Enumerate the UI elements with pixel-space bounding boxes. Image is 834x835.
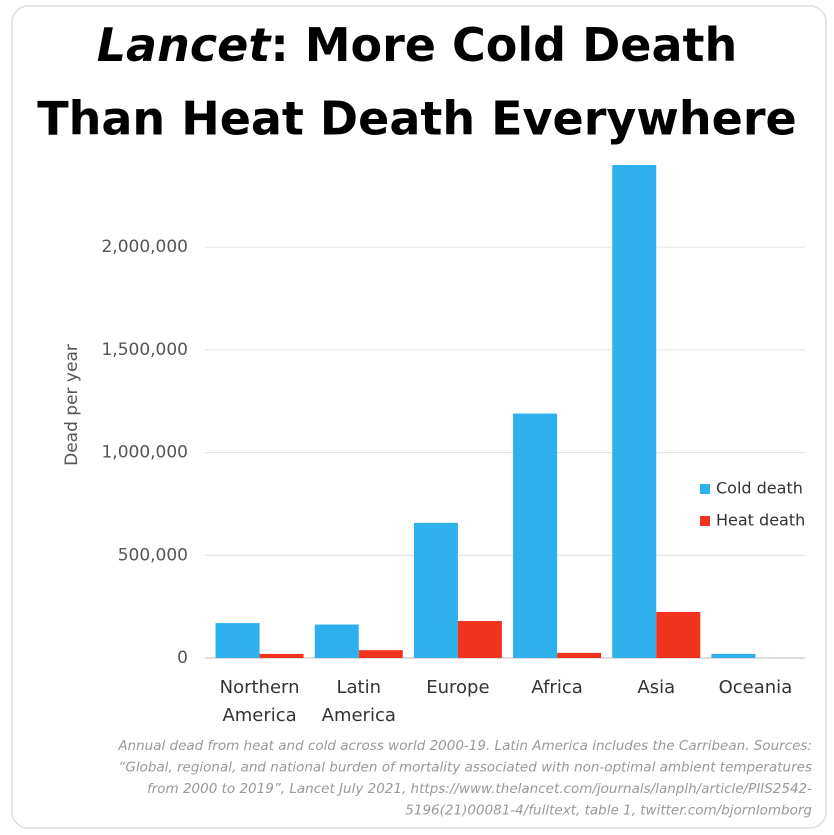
legend-label: Heat death	[716, 511, 805, 530]
bar	[711, 653, 756, 658]
bar	[557, 652, 602, 658]
legend-swatch	[700, 484, 710, 494]
y-tick-label: 1,000,000	[101, 443, 188, 463]
bar	[314, 624, 359, 658]
y-tick-label: 0	[177, 648, 188, 668]
bar	[457, 621, 502, 658]
bar	[358, 650, 403, 658]
chart-title: Lancet: More Cold Death	[97, 18, 737, 72]
x-tick-label: Europe	[426, 677, 489, 698]
y-tick-label: 500,000	[118, 545, 188, 565]
legend-label: Cold death	[716, 479, 803, 498]
bar	[413, 522, 458, 658]
footnote: 5196(21)00081-4/fulltext, table 1, twitt…	[405, 803, 812, 819]
y-axis-label: Dead per year	[62, 344, 82, 466]
x-tick-label: Latin America	[322, 677, 396, 726]
chart-title-line: Than Heat Death Everywhere	[37, 92, 796, 146]
footnote: Annual dead from heat and cold across wo…	[117, 738, 812, 754]
y-tick-label: 1,500,000	[101, 340, 188, 360]
footnote: “Global, regional, and national burden o…	[118, 760, 812, 776]
title-italic: Lancet	[97, 18, 273, 72]
bar	[656, 611, 701, 658]
footnote: from 2000 to 2019”, Lancet July 2021, ht…	[147, 781, 812, 797]
legend-swatch	[700, 516, 710, 526]
y-tick-label: 2,000,000	[101, 237, 188, 257]
bar	[612, 165, 657, 658]
x-tick-label: Northern America	[220, 677, 300, 726]
x-tick-label: Africa	[531, 677, 582, 698]
bar	[215, 623, 260, 658]
bar	[513, 413, 558, 658]
title-rest: : More Cold Death	[270, 18, 737, 72]
x-tick-label: Asia	[637, 677, 675, 698]
x-tick-label: Oceania	[719, 677, 793, 698]
bar	[259, 653, 304, 658]
